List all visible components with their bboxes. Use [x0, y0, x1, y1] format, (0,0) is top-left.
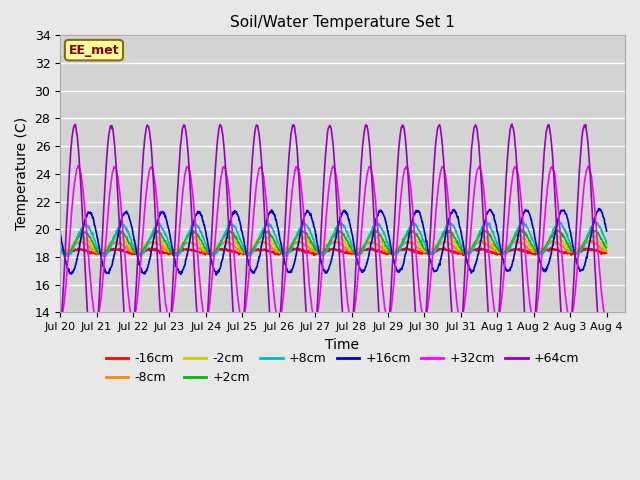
- -16cm: [56, 250, 64, 256]
- +64cm: [239, 324, 247, 330]
- -16cm: [490, 251, 498, 256]
- +8cm: [603, 241, 611, 247]
- +8cm: [165, 240, 173, 246]
- +2cm: [490, 239, 498, 244]
- +2cm: [603, 245, 611, 251]
- +16cm: [538, 265, 546, 271]
- -2cm: [239, 249, 247, 255]
- +32cm: [240, 314, 248, 320]
- +64cm: [165, 344, 173, 349]
- +64cm: [490, 358, 498, 364]
- Line: +16cm: +16cm: [60, 208, 607, 275]
- +32cm: [538, 246, 546, 252]
- -2cm: [538, 246, 546, 252]
- Line: +2cm: +2cm: [60, 229, 607, 256]
- +8cm: [56, 242, 64, 248]
- -2cm: [178, 241, 186, 247]
- -16cm: [547, 245, 554, 251]
- +64cm: [56, 334, 64, 340]
- Line: -8cm: -8cm: [60, 240, 607, 254]
- +32cm: [239, 318, 246, 324]
- +8cm: [538, 251, 546, 256]
- -8cm: [587, 238, 595, 243]
- Title: Soil/Water Temperature Set 1: Soil/Water Temperature Set 1: [230, 15, 455, 30]
- +64cm: [508, 121, 516, 127]
- +16cm: [212, 272, 220, 278]
- +2cm: [99, 253, 106, 259]
- Line: +8cm: +8cm: [60, 222, 607, 257]
- -8cm: [603, 249, 611, 254]
- +8cm: [556, 219, 564, 225]
- -16cm: [538, 248, 546, 254]
- +16cm: [595, 205, 603, 211]
- +2cm: [178, 243, 186, 249]
- +32cm: [603, 317, 611, 323]
- -16cm: [603, 250, 611, 256]
- Legend: -16cm, -8cm, -2cm, +2cm, +8cm, +16cm, +32cm, +64cm: -16cm, -8cm, -2cm, +2cm, +8cm, +16cm, +3…: [100, 347, 584, 389]
- +64cm: [538, 179, 546, 185]
- -8cm: [165, 249, 173, 255]
- -2cm: [61, 251, 68, 256]
- +32cm: [56, 315, 64, 321]
- -16cm: [178, 247, 186, 253]
- +16cm: [239, 234, 247, 240]
- Text: EE_met: EE_met: [68, 44, 119, 57]
- -2cm: [490, 245, 498, 251]
- -8cm: [490, 247, 498, 252]
- -2cm: [552, 231, 560, 237]
- +64cm: [178, 129, 186, 135]
- -16cm: [239, 251, 246, 257]
- -8cm: [56, 249, 64, 254]
- +8cm: [239, 243, 247, 249]
- +16cm: [490, 212, 498, 217]
- +8cm: [419, 237, 426, 243]
- -8cm: [239, 250, 247, 255]
- +16cm: [419, 219, 426, 225]
- Y-axis label: Temperature (C): Temperature (C): [15, 117, 29, 230]
- -8cm: [94, 251, 102, 257]
- +64cm: [603, 336, 611, 341]
- -16cm: [164, 252, 172, 258]
- +2cm: [56, 247, 64, 252]
- Line: -16cm: -16cm: [60, 248, 607, 255]
- +32cm: [165, 317, 173, 323]
- +32cm: [178, 197, 186, 203]
- +2cm: [165, 246, 173, 252]
- X-axis label: Time: Time: [326, 337, 360, 352]
- Line: -2cm: -2cm: [60, 234, 607, 253]
- +64cm: [161, 359, 169, 365]
- +64cm: [419, 354, 426, 360]
- +2cm: [518, 226, 525, 232]
- +32cm: [74, 163, 82, 168]
- +32cm: [490, 305, 498, 311]
- +16cm: [56, 231, 64, 237]
- +2cm: [239, 249, 247, 254]
- +8cm: [178, 246, 186, 252]
- -2cm: [165, 247, 173, 253]
- -16cm: [418, 250, 426, 255]
- +2cm: [419, 242, 426, 248]
- -8cm: [178, 242, 186, 248]
- -16cm: [459, 252, 467, 258]
- +16cm: [178, 269, 186, 275]
- +8cm: [137, 254, 145, 260]
- Line: +32cm: +32cm: [60, 166, 607, 321]
- -8cm: [419, 248, 426, 253]
- +16cm: [164, 226, 172, 231]
- +2cm: [538, 249, 546, 254]
- -8cm: [538, 245, 546, 251]
- +8cm: [490, 231, 498, 237]
- -2cm: [419, 246, 426, 252]
- -2cm: [603, 247, 611, 253]
- -2cm: [56, 249, 64, 255]
- Line: +64cm: +64cm: [60, 124, 607, 362]
- +16cm: [603, 228, 611, 234]
- +32cm: [419, 314, 427, 320]
